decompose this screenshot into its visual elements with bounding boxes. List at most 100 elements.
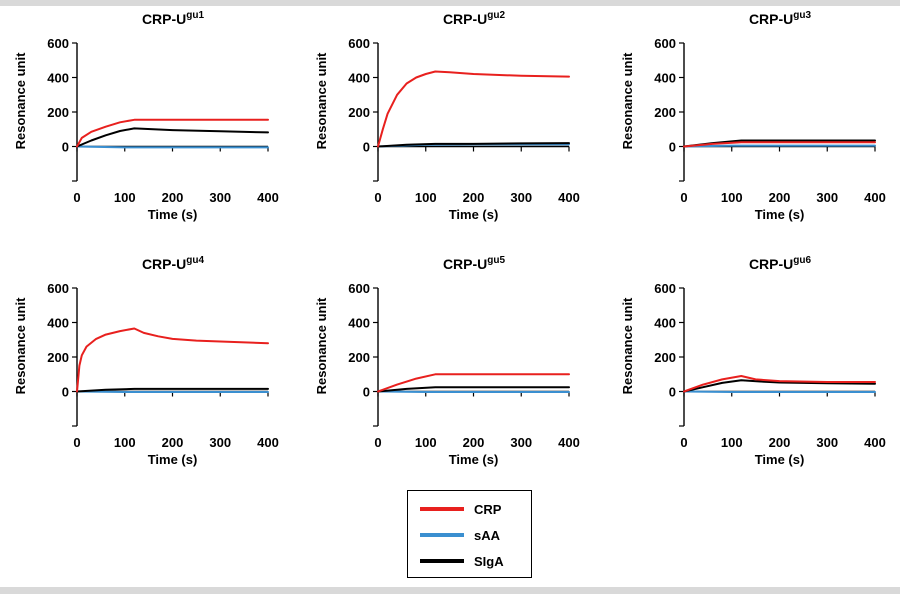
y-axis-label-3: Resonance unit — [620, 52, 635, 149]
y-tick-label-2-200: 200 — [348, 105, 370, 120]
legend-label-saa: sAA — [474, 527, 501, 543]
series-saa-line-1 — [76, 145, 269, 149]
x-tick-label-6-300: 300 — [816, 435, 838, 450]
chart-panel-1: CRP-Ugu1 0 200 400 600 0 100 200 300 400 Time (s) R… — [13, 10, 279, 222]
y-tick-label-6-400: 400 — [654, 316, 676, 331]
y-tick-label-1-400: 400 — [47, 71, 69, 86]
series-saa-line-3 — [683, 144, 876, 148]
x-axis-label-4: Time (s) — [148, 452, 198, 467]
legend-swatch-crp — [420, 507, 464, 511]
chart-title-base-5: CRP-U — [443, 256, 487, 272]
y-tick-label-2-600: 600 — [348, 36, 370, 51]
x-tick-label-2-0: 0 — [374, 190, 381, 205]
y-tick-label-6-0: 0 — [669, 385, 676, 400]
chart-title-base-3: CRP-U — [749, 11, 793, 27]
chart-title-base-2: CRP-U — [443, 11, 487, 27]
x-tick-label-2-300: 300 — [510, 190, 532, 205]
chart-panel-2: CRP-Ugu2 0 200 400 600 0 100 200 300 400 Time (s) R… — [314, 10, 580, 222]
series-crp-line-4 — [76, 327, 269, 393]
x-tick-label-2-100: 100 — [415, 190, 437, 205]
chart-title-sup-1: gu1 — [186, 10, 204, 21]
x-tick-label-6-200: 200 — [769, 435, 791, 450]
chart-title-base-1: CRP-U — [142, 11, 186, 27]
y-tick-label-4-200: 200 — [47, 350, 69, 365]
x-tick-label-5-400: 400 — [558, 435, 580, 450]
y-tick-label-6-600: 600 — [654, 281, 676, 296]
x-tick-label-6-400: 400 — [864, 435, 886, 450]
series-crp-line-6 — [683, 375, 876, 393]
x-tick-label-5-100: 100 — [415, 435, 437, 450]
y-tick-label-1-200: 200 — [47, 105, 69, 120]
series-siga-line-1 — [76, 127, 269, 148]
chart-title-4: CRP-Ugu4 — [142, 255, 205, 272]
legend-item-crp: CRP — [408, 499, 533, 519]
series-saa-line-5 — [377, 390, 570, 393]
chart-panel-4: CRP-Ugu4 0 200 400 600 0 100 200 300 400 Time (s) R… — [13, 255, 279, 467]
x-axis-label-2: Time (s) — [449, 207, 499, 222]
y-tick-label-5-400: 400 — [348, 316, 370, 331]
x-tick-label-4-400: 400 — [257, 435, 279, 450]
y-tick-label-3-0: 0 — [669, 140, 676, 155]
chart-title-6: CRP-Ugu6 — [749, 255, 812, 272]
x-tick-label-3-0: 0 — [680, 190, 687, 205]
y-axis-label-1: Resonance unit — [13, 52, 28, 149]
y-tick-label-5-0: 0 — [363, 385, 370, 400]
x-axis-label-5: Time (s) — [449, 452, 499, 467]
chart-title-sup-2: gu2 — [487, 10, 505, 21]
series-saa-line-6 — [683, 390, 876, 393]
y-tick-label-5-200: 200 — [348, 350, 370, 365]
legend-swatch-siga — [420, 559, 464, 563]
y-axis-label-4: Resonance unit — [13, 297, 28, 394]
bottom-border — [0, 587, 900, 594]
x-tick-label-2-400: 400 — [558, 190, 580, 205]
top-border — [0, 0, 900, 6]
x-tick-label-3-200: 200 — [769, 190, 791, 205]
y-tick-label-3-400: 400 — [654, 71, 676, 86]
chart-title-5: CRP-Ugu5 — [443, 255, 506, 272]
y-axis-label-6: Resonance unit — [620, 297, 635, 394]
series-siga-line-4 — [76, 387, 269, 393]
legend-swatch-saa — [420, 533, 464, 537]
x-tick-label-4-0: 0 — [73, 435, 80, 450]
chart-title-sup-3: gu3 — [793, 10, 811, 21]
y-tick-label-4-400: 400 — [47, 316, 69, 331]
chart-title-1: CRP-Ugu1 — [142, 10, 205, 27]
x-axis-label-6: Time (s) — [755, 452, 805, 467]
series-siga-line-5 — [377, 386, 570, 393]
chart-title-base-6: CRP-U — [749, 256, 793, 272]
x-tick-label-3-100: 100 — [721, 190, 743, 205]
series-siga-line-2 — [377, 142, 570, 148]
y-tick-label-6-200: 200 — [654, 350, 676, 365]
y-axis-label-5: Resonance unit — [314, 297, 329, 394]
y-tick-label-2-400: 400 — [348, 71, 370, 86]
x-axis-label-1: Time (s) — [148, 207, 198, 222]
series-crp-line-3 — [683, 141, 876, 148]
x-tick-label-4-300: 300 — [209, 435, 231, 450]
chart-title-base-4: CRP-U — [142, 256, 186, 272]
chart-title-2: CRP-Ugu2 — [443, 10, 506, 27]
x-tick-label-6-100: 100 — [721, 435, 743, 450]
x-tick-label-1-400: 400 — [257, 190, 279, 205]
x-tick-label-5-200: 200 — [463, 435, 485, 450]
x-tick-label-4-100: 100 — [114, 435, 136, 450]
legend-label-crp: CRP — [474, 501, 502, 517]
x-tick-label-1-300: 300 — [209, 190, 231, 205]
x-tick-label-4-200: 200 — [162, 435, 184, 450]
x-tick-label-3-300: 300 — [816, 190, 838, 205]
y-axis-label-2: Resonance unit — [314, 52, 329, 149]
chart-title-sup-5: gu5 — [487, 255, 505, 266]
legend-item-saa: sAA — [408, 525, 533, 545]
y-tick-label-3-200: 200 — [654, 105, 676, 120]
y-tick-label-1-0: 0 — [62, 140, 69, 155]
chart-title-sup-6: gu6 — [793, 255, 811, 266]
y-tick-label-5-600: 600 — [348, 281, 370, 296]
y-tick-label-4-600: 600 — [47, 281, 69, 296]
y-tick-label-4-0: 0 — [62, 385, 69, 400]
chart-title-sup-4: gu4 — [186, 255, 204, 266]
y-tick-label-1-600: 600 — [47, 36, 69, 51]
series-crp-line-5 — [377, 373, 570, 393]
x-tick-label-5-0: 0 — [374, 435, 381, 450]
chart-title-3: CRP-Ugu3 — [749, 10, 812, 27]
